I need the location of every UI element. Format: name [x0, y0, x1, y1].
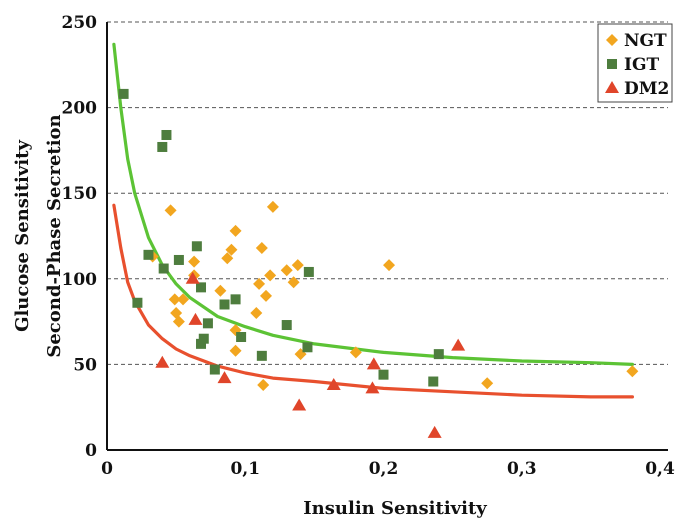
point-ngt [291, 259, 304, 272]
x-tick-label: 0,3 [507, 459, 537, 479]
fit-curves [112, 42, 634, 399]
point-igt [173, 254, 184, 265]
point-ngt [229, 224, 242, 237]
point-ngt [280, 264, 293, 277]
gridlines [107, 21, 668, 365]
point-igt [428, 376, 439, 387]
point-ngt [253, 277, 266, 290]
point-igt [202, 318, 213, 329]
point-igt [302, 342, 313, 353]
point-igt [230, 294, 241, 305]
point-igt [378, 369, 389, 380]
point-ngt [229, 344, 242, 357]
point-ngt [177, 293, 190, 306]
point-igt [303, 266, 314, 277]
point-ngt [172, 315, 185, 328]
point-dm2 [427, 425, 442, 438]
legend-label-ngt: NGT [624, 31, 667, 51]
point-igt [209, 364, 220, 375]
point-ngt [383, 259, 396, 272]
point-igt [132, 297, 143, 308]
point-dm2 [155, 355, 170, 368]
y-tick-label: 0 [85, 441, 97, 461]
y-tick-label: 250 [62, 13, 98, 33]
y-tick-label: 50 [73, 355, 97, 375]
x-tick-label: 0,1 [230, 459, 260, 479]
tick-labels: 0 50 100 150 200 250 0 0,1 0,2 0,3 0,4 [62, 13, 675, 479]
point-igt [196, 338, 207, 349]
legend-marker-dm2 [605, 81, 619, 93]
point-ngt [188, 255, 201, 268]
point-ngt [168, 293, 181, 306]
legend: NGT IGT DM2 [597, 23, 673, 103]
point-ngt [255, 241, 268, 254]
point-ngt [481, 377, 494, 390]
x-axis-title: Insulin Sensitivity [303, 498, 487, 519]
point-dm2 [366, 357, 381, 370]
point-igt [236, 332, 247, 343]
legend-label-dm2: DM2 [624, 79, 669, 99]
point-dm2 [451, 338, 466, 351]
y-tick-label: 100 [62, 270, 98, 290]
point-igt [281, 320, 292, 331]
point-ngt [349, 346, 362, 359]
point-igt [191, 241, 202, 252]
point-igt [433, 349, 444, 360]
x-tick-label: 0 [101, 459, 113, 479]
point-igt [161, 129, 172, 140]
fit-curve-1 [112, 42, 634, 366]
point-ngt [266, 200, 279, 213]
point-igt [118, 88, 129, 99]
point-dm2 [188, 312, 203, 325]
y-tick-label: 200 [62, 99, 98, 119]
point-ngt [225, 243, 238, 256]
point-ngt [264, 269, 277, 282]
x-tick-label: 0,4 [645, 459, 675, 479]
point-ngt [250, 307, 263, 320]
data-points [118, 88, 639, 438]
point-ngt [257, 378, 270, 391]
point-igt [196, 282, 207, 293]
axes [106, 22, 668, 451]
point-dm2 [365, 381, 380, 394]
point-ngt [626, 365, 639, 378]
point-igt [143, 249, 154, 260]
point-ngt [214, 284, 227, 297]
point-ngt [259, 289, 272, 302]
point-igt [219, 299, 230, 310]
point-igt [158, 263, 169, 274]
point-ngt [164, 204, 177, 217]
legend-marker-ngt [606, 34, 618, 46]
point-ngt [221, 252, 234, 265]
point-igt [157, 141, 168, 152]
point-dm2 [292, 398, 307, 411]
y-axis-title-line1: Glucose Sensitivity [12, 140, 33, 332]
legend-label-igt: IGT [624, 55, 659, 75]
legend-marker-igt [607, 59, 617, 69]
point-dm2 [217, 371, 232, 384]
point-dm2 [326, 377, 341, 390]
point-dm2 [185, 271, 200, 284]
point-ngt [287, 276, 300, 289]
point-igt [256, 350, 267, 361]
y-tick-label: 150 [62, 184, 98, 204]
x-tick-label: 0,2 [369, 459, 399, 479]
point-igt [198, 333, 209, 344]
y-axis-title-line2: Second-Phase Secretion [44, 114, 65, 357]
